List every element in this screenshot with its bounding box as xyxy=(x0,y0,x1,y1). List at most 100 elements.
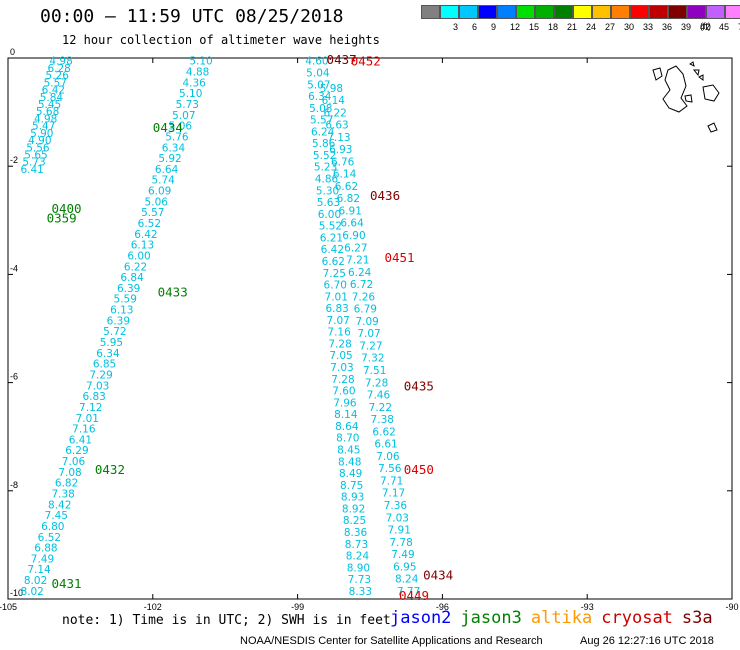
wave-height-value: 7.01 xyxy=(325,291,348,303)
wave-height-value: 7.71 xyxy=(380,475,403,487)
wave-height-value: 6.91 xyxy=(339,205,362,217)
wave-height-value: 6.34 xyxy=(308,91,332,103)
wave-height-value: 8.92 xyxy=(342,503,365,515)
wave-height-value: 7.36 xyxy=(384,500,408,512)
color-legend-label: 33 xyxy=(643,22,654,32)
wave-height-value: 7.46 xyxy=(367,390,391,402)
wave-height-value: 4.98 xyxy=(49,56,72,68)
wave-height-value: 4.98 xyxy=(34,113,57,125)
color-legend-label: 9 xyxy=(491,22,497,32)
wave-height-values: 4.986.285.265.576.425.845.455.684.985.47… xyxy=(20,56,420,598)
wave-height-value: 6.21 xyxy=(320,232,343,244)
wave-height-value: 6.62 xyxy=(372,426,395,438)
wave-height-value: 5.10 xyxy=(179,88,202,100)
wave-height-value: 7.07 xyxy=(357,328,380,340)
wave-height-value: 6.62 xyxy=(335,181,358,193)
wave-height-value: 5.84 xyxy=(40,92,64,104)
color-legend-label: 45 xyxy=(719,22,730,32)
wave-height-value: 6.09 xyxy=(148,186,171,198)
wave-height-value: 5.68 xyxy=(36,106,59,118)
wave-height-value: 5.59 xyxy=(114,294,137,306)
mission-legend-item: s3a xyxy=(681,608,713,628)
axis-ticks: -105 -102 -99 -96 -93 -90 0 -2 -4 -6 -8 -10 xyxy=(0,47,739,612)
wave-height-value: 6.64 xyxy=(155,164,179,176)
wave-height-value: 7.22 xyxy=(369,402,392,414)
wave-height-value: 5.57 xyxy=(44,77,67,89)
pass-time-label: 0433 xyxy=(158,285,188,300)
color-legend: 36912151821242730333639424570 xyxy=(421,5,740,32)
pass-time-label: 0434 xyxy=(423,568,453,583)
wave-height-value: 6.63 xyxy=(325,120,348,132)
plot-frame xyxy=(7,57,733,600)
wave-height-value: 6.93 xyxy=(329,144,352,156)
wave-height-value: 6.42 xyxy=(321,244,344,256)
wave-height-value: 7.03 xyxy=(86,380,109,392)
wave-height-value: 5.04 xyxy=(306,67,330,79)
wave-height-value: 6.80 xyxy=(41,521,64,533)
wave-height-value: 5.73 xyxy=(22,157,45,169)
wave-height-value: 8.24 xyxy=(395,574,419,586)
wave-height-value: 6.52 xyxy=(38,532,61,544)
wave-height-value: 8.25 xyxy=(343,515,366,527)
chart-subtitle: 12 hour collection of altimeter wave hei… xyxy=(62,33,380,47)
wave-height-value: 5.90 xyxy=(30,128,53,140)
wave-height-value: 8.70 xyxy=(336,433,359,445)
mission-legend-item: cryosat xyxy=(601,608,673,628)
wave-height-value: 5.72 xyxy=(103,326,126,338)
wave-height-value: 6.42 xyxy=(134,229,157,241)
note-text: note: 1) Time is in UTC; 2) SWH is in fe… xyxy=(62,613,391,628)
island-outline xyxy=(689,61,695,67)
wave-height-value: 5.06 xyxy=(169,121,193,133)
wave-height-value: 7.60 xyxy=(332,386,355,398)
wave-height-value: 8.24 xyxy=(346,551,370,563)
plot-border xyxy=(7,57,733,600)
wave-height-value: 8.14 xyxy=(334,409,358,421)
wave-height-value: 8.45 xyxy=(337,445,360,457)
x-tick-label: -96 xyxy=(436,602,449,612)
wave-height-value: 7.06 xyxy=(62,456,86,468)
wave-height-value: 6.72 xyxy=(350,279,373,291)
wave-height-value: 7.96 xyxy=(333,397,357,409)
wave-height-value: 5.57 xyxy=(141,207,164,219)
credit-text: NOAA/NESDIS Center for Satellite Applica… xyxy=(240,635,543,647)
island-outline xyxy=(707,122,718,133)
wave-height-value: 7.78 xyxy=(389,537,412,549)
pass-time-label: 0432 xyxy=(95,462,125,477)
x-tick-label: -99 xyxy=(291,602,304,612)
wave-height-value: 7.01 xyxy=(76,413,99,425)
pass-time-label: 0437 xyxy=(327,52,357,67)
wave-height-value: 7.27 xyxy=(359,340,382,352)
wave-height-value: 8.48 xyxy=(338,456,361,468)
wave-height-value: 6.90 xyxy=(342,230,365,242)
wave-height-value: 6.41 xyxy=(20,164,43,176)
wave-height-value: 5.08 xyxy=(309,103,332,115)
timestamp-text: Aug 26 12:27:16 UTC 2018 xyxy=(580,635,714,647)
wave-height-value: 6.34 xyxy=(96,348,120,360)
wave-height-value: 5.26 xyxy=(46,70,70,82)
pass-time-label: 0436 xyxy=(370,188,400,203)
wave-height-value: 8.33 xyxy=(349,586,372,598)
pass-time-label: 0449 xyxy=(399,588,429,603)
mission-legend: jason2 jason3 altika cryosat s3a xyxy=(390,608,722,628)
wave-height-value: 7.56 xyxy=(378,463,402,475)
color-legend-swatch: 3 xyxy=(440,5,459,32)
wave-height-value: 6.28 xyxy=(47,63,70,75)
wave-height-value: 5.07 xyxy=(307,79,330,91)
wave-height-value: 6.76 xyxy=(331,156,355,168)
wave-height-value: 6.88 xyxy=(34,543,57,555)
x-tick-label: -102 xyxy=(144,602,162,612)
wave-height-value: 7.25 xyxy=(323,268,346,280)
color-legend-label: 6 xyxy=(472,22,478,32)
wave-height-value: 7.91 xyxy=(388,525,411,537)
y-tick-label: -4 xyxy=(10,263,18,273)
wave-height-value: 7.73 xyxy=(348,574,371,586)
wave-height-value: 7.49 xyxy=(391,549,414,561)
wave-height-value: 7.05 xyxy=(329,350,352,362)
color-legend-swatch: 33 xyxy=(630,5,653,32)
wave-height-value: 7.07 xyxy=(326,315,349,327)
color-legend-label: 70 xyxy=(738,22,740,32)
mission-legend-item: jason2 xyxy=(390,608,452,628)
wave-height-value: 5.65 xyxy=(24,149,47,161)
